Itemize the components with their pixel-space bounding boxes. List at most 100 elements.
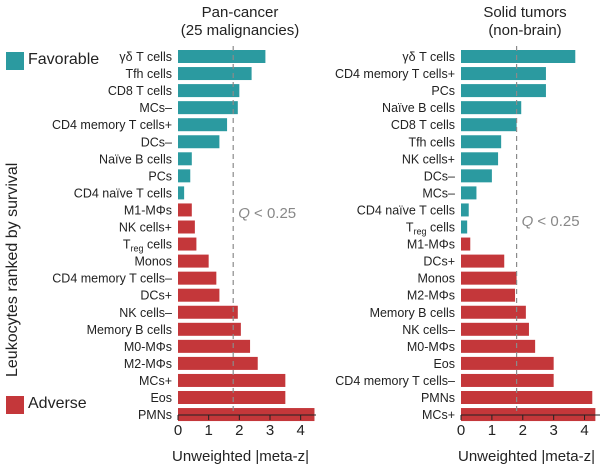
solid-tumors-category-label: Monos — [417, 272, 455, 286]
pan-cancer-bar — [178, 67, 252, 81]
pan-cancer-category-label: PMNs — [138, 408, 172, 422]
pan-cancer-bar — [178, 339, 251, 353]
adverse-legend-label: Adverse — [28, 395, 87, 412]
pan-cancer-bar — [178, 305, 238, 319]
pan-cancer-category-label: DCs+ — [140, 289, 172, 303]
solid-tumors-bar — [461, 186, 477, 200]
solid-tumors-threshold-label: Q < 0.25 — [522, 213, 580, 230]
solid-tumors-category-label: PMNs — [421, 391, 455, 405]
pan-cancer-x-tick-label: 0 — [174, 422, 182, 439]
solid-tumors-x-axis-title: Unweighted |meta-z| — [458, 448, 596, 465]
solid-tumors-category-label: NK cells+ — [402, 152, 455, 166]
pan-cancer-bar — [178, 391, 286, 404]
solid-tumors-bar — [461, 254, 505, 268]
pan-cancer-category-label: MCs+ — [139, 374, 172, 388]
pan-cancer-bar — [178, 271, 217, 285]
pan-cancer-category-label: M2-MΦs — [124, 357, 172, 371]
solid-tumors-bar — [461, 322, 529, 336]
solid-tumors-category-label: DCs+ — [423, 255, 455, 269]
pan-cancer-category-label: M0-MΦs — [124, 340, 172, 354]
solid-tumors-bar — [461, 101, 522, 115]
pan-cancer-x-tick-label: 1 — [204, 422, 212, 439]
solid-tumors-category-label: γδ T cells — [402, 50, 455, 64]
pan-cancer-category-label: MCs– — [139, 101, 172, 115]
solid-tumors-bar — [461, 118, 517, 132]
solid-tumors-x-tick-label: 3 — [549, 422, 557, 439]
pan-cancer-bar — [178, 237, 197, 251]
pan-cancer-category-label: Monos — [134, 255, 172, 269]
pan-cancer-bar — [178, 118, 228, 132]
solid-tumors-category-label: NK cells– — [402, 323, 455, 337]
pan-cancer-x-tick-label: 3 — [266, 422, 274, 439]
pan-cancer-x-axis-title: Unweighted |meta-z| — [172, 448, 310, 465]
solid-tumors-subtitle: (non-brain) — [488, 22, 562, 39]
pan-cancer-bar — [178, 356, 258, 370]
favorable-legend-swatch — [6, 52, 24, 70]
solid-tumors-category-label: MCs– — [422, 186, 455, 200]
pan-cancer-category-label: CD4 memory T cells– — [52, 272, 172, 286]
solid-tumors-bar — [461, 305, 526, 319]
pan-cancer-bar — [178, 373, 286, 387]
solid-tumors-bar — [461, 271, 517, 285]
solid-tumors-bar — [461, 67, 546, 81]
solid-tumors-bar — [461, 339, 536, 353]
solid-tumors-title: Solid tumors — [483, 4, 567, 21]
pan-cancer-category-label: DCs– — [141, 135, 172, 149]
solid-tumors-bar — [461, 220, 468, 234]
pan-cancer-bar — [178, 169, 191, 183]
solid-tumors-bar — [461, 84, 546, 98]
solid-tumors-x-tick-label: 1 — [488, 422, 496, 439]
solid-tumors-category-label: CD4 naïve T cells — [357, 203, 455, 217]
solid-tumors-category-label: Eos — [433, 357, 455, 371]
pan-cancer-bar — [178, 322, 241, 336]
solid-tumors-bar — [461, 135, 502, 149]
pan-cancer-chart: γδ T cells Tfh cells CD8 T cells MCs– CD4 me… — [52, 46, 316, 439]
solid-tumors-category-label: CD4 memory T cells+ — [335, 67, 455, 81]
pan-cancer-title-block: Pan-cancer (25 malignancies) — [150, 4, 330, 40]
solid-tumors-bar — [461, 169, 492, 183]
pan-cancer-category-label: γδ T cells — [119, 50, 172, 64]
solid-tumors-category-label: Memory B cells — [370, 306, 455, 320]
pan-cancer-category-label: Memory B cells — [87, 323, 172, 337]
pan-cancer-category-label: Naïve B cells — [99, 152, 172, 166]
solid-tumors-category-label: CD8 T cells — [391, 118, 455, 132]
pan-cancer-bar — [178, 152, 192, 166]
pan-cancer-x-tick-label: 2 — [235, 422, 243, 439]
solid-tumors-bar — [461, 288, 516, 302]
pan-cancer-category-label: CD8 T cells — [108, 84, 172, 98]
pan-cancer-category-label: NK cells– — [119, 306, 172, 320]
pan-cancer-bar — [178, 84, 240, 98]
solid-tumors-category-label: DCs– — [424, 169, 455, 183]
solid-tumors-category-label: MCs+ — [422, 408, 455, 422]
adverse-legend-swatch — [6, 396, 24, 414]
solid-tumors-category-label: Tfh cells — [408, 135, 455, 149]
solid-tumors-category-label: M2-MΦs — [407, 289, 455, 303]
pan-cancer-bar — [178, 50, 266, 63]
solid-tumors-x-tick-label: 0 — [457, 422, 465, 439]
pan-cancer-subtitle: (25 malignancies) — [180, 22, 300, 39]
pan-cancer-category-label: M1-MΦs — [124, 203, 172, 217]
solid-tumors-category-label: M0-MΦs — [407, 340, 455, 354]
solid-tumors-bar — [461, 391, 593, 404]
pan-cancer-bar — [178, 101, 238, 115]
pan-cancer-x-tick-label: 4 — [296, 422, 304, 439]
solid-tumors-category-label: Naïve B cells — [382, 101, 455, 115]
solid-tumors-x-tick-label: 2 — [519, 422, 527, 439]
solid-tumors-category-label: M1-MΦs — [407, 238, 455, 252]
pan-cancer-threshold-label: Q < 0.25 — [238, 205, 296, 222]
pan-cancer-category-label: CD4 naïve T cells — [74, 186, 172, 200]
solid-tumors-bar — [461, 203, 469, 217]
pan-cancer-category-label: NK cells+ — [119, 221, 172, 235]
pan-cancer-bar — [178, 135, 220, 149]
pan-cancer-category-label: CD4 memory T cells+ — [52, 118, 172, 132]
pan-cancer-bar — [178, 288, 220, 302]
pan-cancer-bar — [178, 203, 192, 217]
pan-cancer-category-label: Treg cells — [123, 238, 172, 254]
pan-cancer-bar — [178, 220, 195, 234]
solid-tumors-x-tick-label: 4 — [580, 422, 588, 439]
solid-tumors-bar — [461, 356, 554, 370]
solid-tumors-category-label: CD4 memory T cells– — [335, 374, 455, 388]
solid-tumors-category-label: PCs — [431, 84, 455, 98]
pan-cancer-category-label: PCs — [148, 169, 172, 183]
